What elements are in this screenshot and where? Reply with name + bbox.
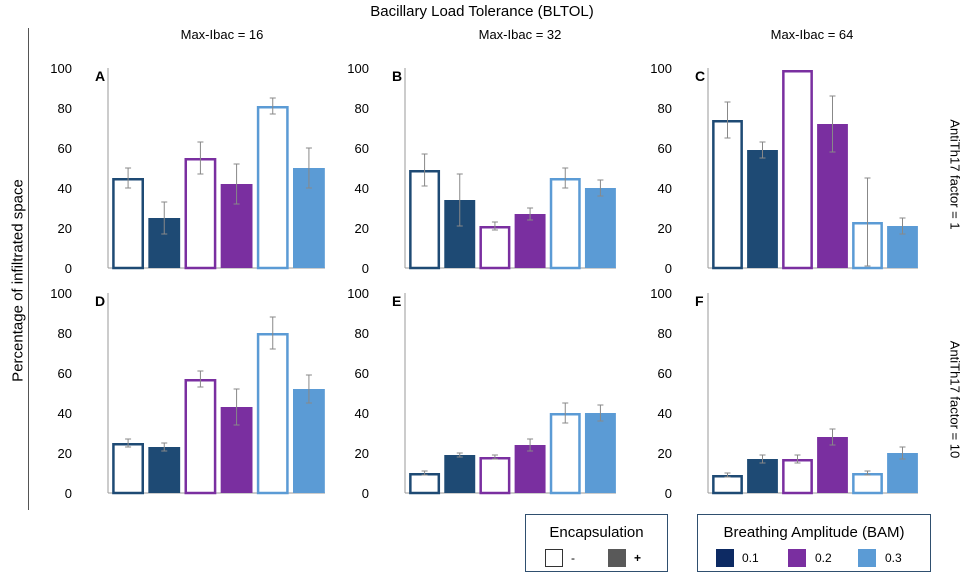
y-tick-label: 60 xyxy=(658,141,672,156)
y-tick-label: 80 xyxy=(355,101,369,116)
y-tick-label: 0 xyxy=(362,261,369,276)
bar-F-bam-0-2-plus xyxy=(817,437,848,493)
bar-E-bam-0-2-minus xyxy=(479,457,511,495)
encapsulation-minus-swatch xyxy=(545,549,563,567)
bar-C-bam-0-2-minus xyxy=(782,70,813,270)
y-tick-label: 80 xyxy=(658,101,672,116)
bar-E-bam-0-3-minus xyxy=(549,413,581,495)
bar-F-bam-0-3-plus xyxy=(887,453,918,493)
encapsulation-legend: Encapsulation - + xyxy=(525,514,668,572)
figure-title: Bacillary Load Tolerance (BLTOL) xyxy=(370,3,594,20)
bar-C-bam-0-1-plus xyxy=(747,150,778,268)
bam-0-1-swatch xyxy=(716,549,734,567)
bar-D-bam-0-1-plus xyxy=(148,447,181,493)
y-tick-label: 60 xyxy=(58,141,72,156)
y-tick-label: 20 xyxy=(355,446,369,461)
encapsulation-plus-label: + xyxy=(634,551,642,565)
y-tick-label: 40 xyxy=(58,181,72,196)
y-tick-label: 60 xyxy=(58,366,72,381)
y-tick-label: 20 xyxy=(58,446,72,461)
bar-E-bam-0-1-minus xyxy=(409,473,441,495)
column-title-2: Max-Ibac = 32 xyxy=(478,27,562,42)
y-axis-separator xyxy=(28,28,29,510)
bam-0-2-label: 0.2 xyxy=(815,551,832,565)
y-tick-label: 100 xyxy=(50,286,72,301)
y-tick-label: 100 xyxy=(650,61,672,76)
y-tick-label: 0 xyxy=(665,486,672,501)
bar-F-bam-0-1-plus xyxy=(747,459,778,493)
panel-label-C: C xyxy=(695,68,705,84)
panel-label-F: F xyxy=(695,293,704,309)
y-tick-label: 0 xyxy=(65,486,72,501)
panel-label-A: A xyxy=(95,68,105,84)
bar-B-bam-0-2-plus xyxy=(514,214,546,268)
bar-C-bam-0-1-minus xyxy=(712,120,743,270)
bam-legend-title: Breathing Amplitude (BAM) xyxy=(723,524,905,541)
panel-label-D: D xyxy=(95,293,105,309)
y-tick-label: 100 xyxy=(50,61,72,76)
y-tick-label: 20 xyxy=(355,221,369,236)
panel-label-B: B xyxy=(392,68,402,84)
bar-F-bam-0-3-minus xyxy=(852,473,883,495)
bam-legend: Breathing Amplitude (BAM) 0.1 0.2 0.3 xyxy=(697,514,931,572)
encapsulation-legend-title: Encapsulation xyxy=(549,524,644,541)
y-tick-label: 40 xyxy=(355,181,369,196)
y-tick-label: 60 xyxy=(355,141,369,156)
bar-E-bam-0-3-plus xyxy=(584,413,616,493)
encapsulation-minus-label: - xyxy=(571,551,575,565)
y-tick-label: 0 xyxy=(665,261,672,276)
panel-label-E: E xyxy=(392,293,401,309)
bar-F-bam-0-1-minus xyxy=(712,475,743,495)
y-tick-label: 0 xyxy=(362,486,369,501)
y-tick-label: 20 xyxy=(658,446,672,461)
y-tick-label: 20 xyxy=(658,221,672,236)
bam-0-3-swatch xyxy=(858,549,876,567)
encapsulation-plus-swatch xyxy=(608,549,626,567)
bar-B-bam-0-3-plus xyxy=(584,188,616,268)
bar-A-bam-0-2-minus xyxy=(184,158,217,270)
column-title-1: Max-Ibac = 16 xyxy=(180,27,264,42)
y-tick-label: 100 xyxy=(347,61,369,76)
bar-E-bam-0-1-plus xyxy=(444,455,476,493)
bar-F-bam-0-2-minus xyxy=(782,459,813,495)
y-tick-label: 80 xyxy=(658,326,672,341)
bar-B-bam-0-3-minus xyxy=(549,178,581,270)
y-tick-label: 0 xyxy=(65,261,72,276)
y-tick-label: 20 xyxy=(58,221,72,236)
y-tick-label: 60 xyxy=(658,366,672,381)
y-tick-label: 40 xyxy=(58,406,72,421)
bar-D-bam-0-3-plus xyxy=(293,389,325,493)
y-tick-label: 80 xyxy=(58,101,72,116)
y-tick-label: 40 xyxy=(658,406,672,421)
bar-D-bam-0-2-minus xyxy=(184,379,217,495)
bar-B-bam-0-2-minus xyxy=(479,226,511,270)
bar-A-bam-0-3-minus xyxy=(256,106,289,270)
bar-D-bam-0-3-minus xyxy=(256,333,289,495)
column-title-3: Max-Ibac = 64 xyxy=(770,27,854,42)
bam-0-3-label: 0.3 xyxy=(885,551,902,565)
y-tick-label: 80 xyxy=(58,326,72,341)
bar-A-bam-0-1-minus xyxy=(112,178,144,270)
bam-0-1-label: 0.1 xyxy=(742,551,759,565)
bar-D-bam-0-1-minus xyxy=(112,443,144,495)
y-tick-label: 100 xyxy=(650,286,672,301)
y-tick-label: 40 xyxy=(355,406,369,421)
y-tick-label: 60 xyxy=(355,366,369,381)
y-tick-label: 40 xyxy=(658,181,672,196)
bar-E-bam-0-2-plus xyxy=(514,445,546,493)
y-tick-label: 80 xyxy=(355,326,369,341)
bar-B-bam-0-1-minus xyxy=(409,170,441,270)
bam-0-2-swatch xyxy=(788,549,806,567)
y-tick-label: 100 xyxy=(347,286,369,301)
